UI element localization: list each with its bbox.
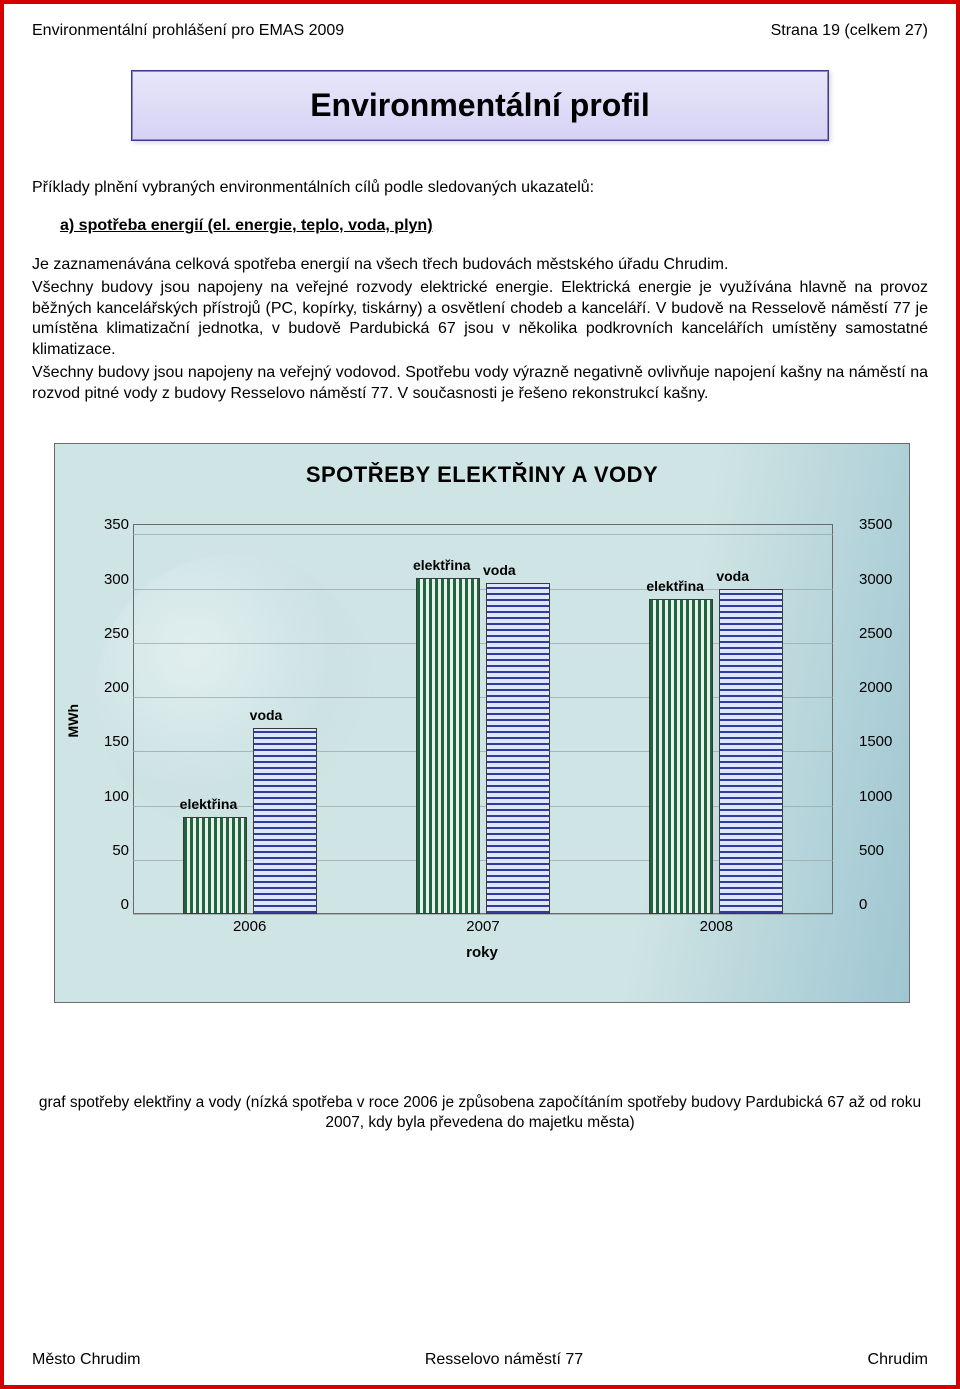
- right-axis-tick: 500: [859, 842, 897, 859]
- paragraph-3: Všechny budovy jsou napojeny na veřejný …: [32, 363, 928, 404]
- right-axis-tick: 1000: [859, 788, 897, 805]
- right-axis-tick: 0: [859, 896, 897, 913]
- bar-label: voda: [716, 568, 749, 584]
- x-axis-category-labels: 200620072008: [133, 918, 833, 935]
- plot-area: elektřinavodaelektřinavodaelektřinavoda: [133, 534, 833, 914]
- x-axis-category: 2007: [366, 918, 599, 935]
- bar-voda: voda: [486, 583, 550, 914]
- left-axis-tick: 50: [101, 842, 129, 859]
- left-axis-tick: 200: [101, 679, 129, 696]
- footer-right: Chrudim: [868, 1351, 928, 1369]
- footer-left: Město Chrudim: [32, 1351, 140, 1369]
- footer-center: Resselovo náměstí 77: [425, 1351, 583, 1369]
- page-footer: Město Chrudim Resselovo náměstí 77 Chrud…: [32, 1331, 928, 1369]
- right-axis-tick: 1500: [859, 733, 897, 750]
- paragraph-2: Všechny budovy jsou napojeny na veřejné …: [32, 278, 928, 360]
- left-axis-label: MWh: [65, 704, 81, 740]
- gridline: [133, 914, 833, 915]
- x-axis-category: 2006: [133, 918, 366, 935]
- left-axis-tick: 350: [101, 516, 129, 533]
- right-axis-tick: 3000: [859, 571, 897, 588]
- bar-label: elektřina: [646, 578, 704, 594]
- x-axis-title: roky: [55, 944, 909, 961]
- title-box: Environmentální profil: [131, 70, 830, 141]
- header-right-text: Strana 19 (celkem 27): [771, 22, 928, 40]
- bar-label: voda: [483, 562, 516, 578]
- consumption-chart: SPOTŘEBY ELEKTŘINY A VODY MWh kubíky ele…: [54, 443, 910, 1003]
- intro-text: Příklady plnění vybraných environmentáln…: [32, 179, 928, 197]
- left-axis-tick: 0: [101, 896, 129, 913]
- chart-title: SPOTŘEBY ELEKTŘINY A VODY: [55, 462, 909, 488]
- left-axis-tick: 150: [101, 733, 129, 750]
- bar-label: elektřina: [413, 557, 471, 573]
- bar-elektrina: elektřina: [183, 817, 247, 915]
- bar-label: voda: [250, 707, 283, 723]
- bar-label: elektřina: [180, 796, 238, 812]
- page: Environmentální prohlášení pro EMAS 2009…: [0, 0, 960, 1389]
- bars-container: elektřinavodaelektřinavodaelektřinavoda: [133, 534, 833, 914]
- left-axis-tick: 300: [101, 571, 129, 588]
- right-axis-tick: 2000: [859, 679, 897, 696]
- header-left-text: Environmentální prohlášení pro EMAS 2009: [32, 22, 344, 40]
- page-title: Environmentální profil: [310, 87, 650, 123]
- right-axis-tick: 2500: [859, 625, 897, 642]
- right-axis-tick: 3500: [859, 516, 897, 533]
- paragraph-1: Je zaznamenávána celková spotřeba energi…: [32, 255, 928, 275]
- left-axis-tick: 250: [101, 625, 129, 642]
- page-header: Environmentální prohlášení pro EMAS 2009…: [32, 22, 928, 40]
- bar-voda: voda: [719, 589, 783, 915]
- sub-item-a: a) spotřeba energií (el. energie, teplo,…: [60, 217, 928, 235]
- left-axis-tick: 100: [101, 788, 129, 805]
- x-axis-category: 2008: [600, 918, 833, 935]
- bar-voda: voda: [253, 728, 317, 915]
- bar-elektrina: elektřina: [416, 578, 480, 915]
- bar-elektrina: elektřina: [649, 599, 713, 914]
- chart-caption: graf spotřeby elektřiny a vody (nízká sp…: [32, 1093, 928, 1133]
